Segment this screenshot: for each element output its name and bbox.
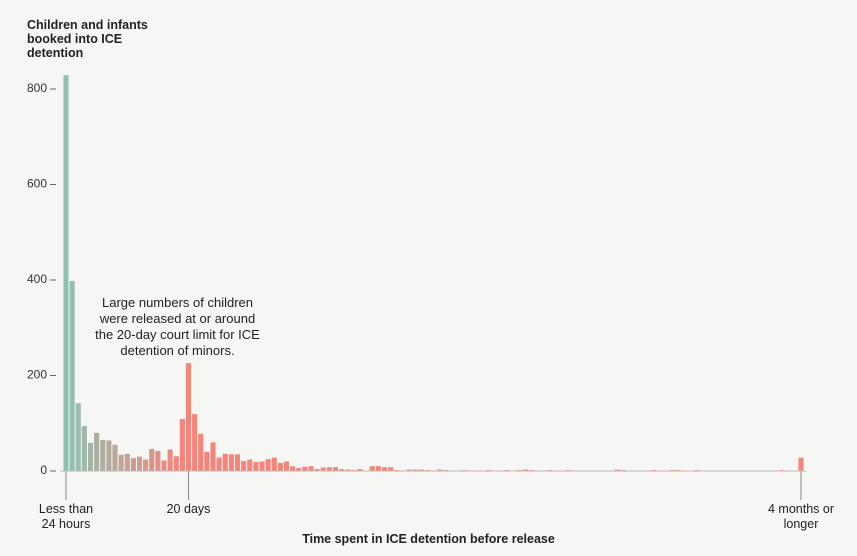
bar [388, 467, 394, 471]
x-tick-label: 20 days [166, 502, 211, 516]
bar [106, 440, 112, 471]
bar [155, 450, 161, 471]
bar [87, 442, 94, 471]
bar [345, 469, 351, 471]
bar [118, 454, 124, 471]
bar [247, 459, 253, 471]
y-tick-label: 400 [27, 272, 47, 286]
bar [357, 469, 363, 471]
bar [198, 433, 204, 471]
y-tick-label: 800 [27, 81, 47, 95]
bar [222, 453, 228, 471]
bar [253, 461, 259, 471]
x-axis-title: Time spent in ICE detention before relea… [302, 532, 555, 546]
bar [296, 468, 302, 471]
bar [100, 439, 106, 471]
bar [136, 456, 143, 471]
bar [283, 461, 290, 471]
bar [412, 469, 418, 471]
bar [375, 466, 381, 471]
bar [271, 457, 277, 471]
bar [339, 469, 345, 471]
y-tick-label: 600 [27, 177, 47, 191]
bar [124, 453, 130, 471]
bar [406, 469, 412, 471]
bar [302, 466, 308, 471]
x-tick-label: 4 months or longer [768, 502, 835, 531]
bar [614, 469, 620, 471]
bar [204, 451, 210, 471]
bar [75, 403, 81, 471]
y-tick-label: 200 [27, 368, 47, 382]
bar [192, 414, 198, 471]
bar [81, 426, 87, 471]
bar [437, 469, 443, 471]
bar [314, 469, 320, 471]
bar [216, 457, 222, 471]
bar [332, 467, 339, 471]
bar [265, 459, 271, 471]
bar [143, 459, 149, 471]
bar [161, 460, 167, 471]
bar [277, 462, 283, 471]
bar [418, 469, 424, 471]
bar [381, 467, 388, 471]
bar [167, 449, 173, 471]
bar [228, 454, 234, 471]
bar [522, 469, 528, 471]
bar [241, 460, 247, 471]
bar [308, 466, 314, 471]
bar [369, 466, 375, 471]
annotation: Large numbers of children were released … [95, 295, 260, 358]
bar [210, 442, 216, 471]
bar [234, 454, 241, 471]
bar [179, 418, 185, 471]
bar [320, 467, 326, 471]
bar [290, 466, 296, 471]
y-axis-title: Children and infants booked into ICE det… [27, 18, 148, 60]
bar [63, 75, 69, 471]
bar [130, 458, 136, 471]
y-tick-label: 0 [40, 463, 47, 477]
bar [149, 449, 155, 471]
bar [173, 456, 179, 471]
bar [94, 432, 100, 471]
bar [112, 444, 118, 471]
bar [326, 467, 332, 471]
bar [259, 461, 265, 471]
bar [69, 280, 75, 471]
bar [798, 457, 804, 471]
x-tick-label: Less than 24 hours [38, 502, 94, 531]
bar [185, 363, 192, 471]
